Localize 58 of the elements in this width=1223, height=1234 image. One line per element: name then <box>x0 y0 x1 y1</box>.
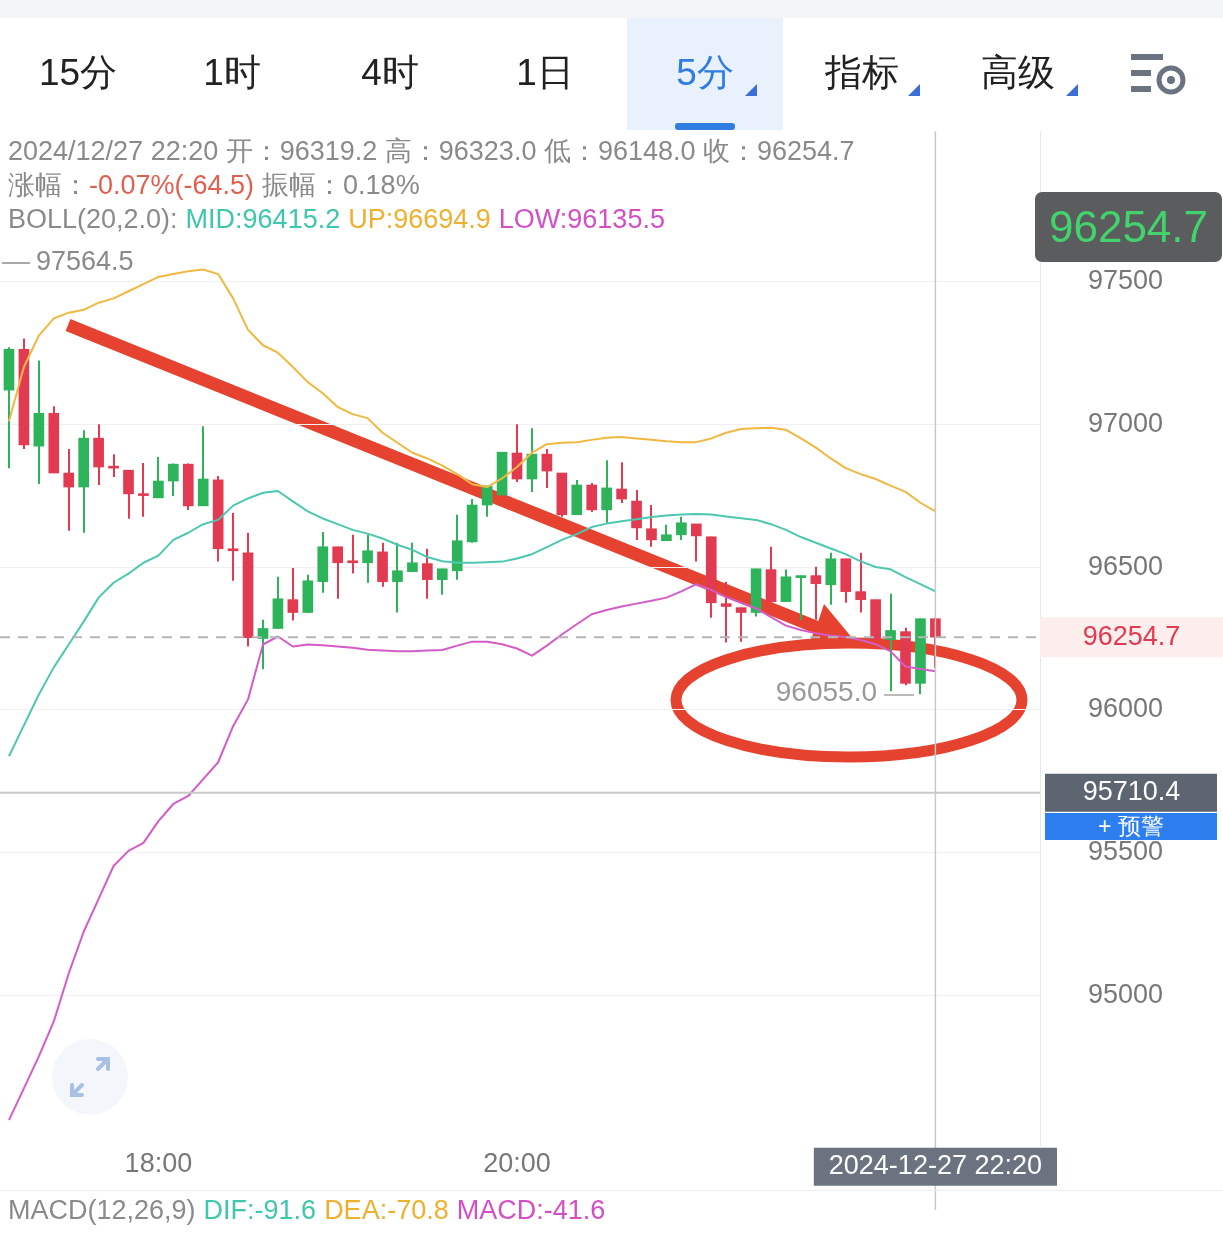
candlestick <box>168 462 179 497</box>
candlestick <box>436 567 448 596</box>
x-tick-label: 20:00 <box>483 1148 551 1179</box>
candlestick <box>422 547 433 600</box>
candlestick <box>690 522 702 563</box>
annotation: BOLL(20,2.0): <box>8 204 178 234</box>
text: 指标 <box>824 51 900 95</box>
candlestick <box>153 456 164 499</box>
candlestick <box>795 574 807 621</box>
candlestick <box>407 541 418 573</box>
candlestick <box>541 448 553 489</box>
text: DIF:-91.6 <box>203 1195 317 1225</box>
y-tick-label: 96500 <box>1088 550 1164 581</box>
y-tick-label: 97500 <box>1088 264 1164 295</box>
candlestick <box>347 533 358 575</box>
y-tick-label: 96000 <box>1088 693 1164 724</box>
text: MACD(12,26,9) <box>8 1195 196 1225</box>
annotation: -0.07%(-64.5) <box>89 170 255 200</box>
candlestick <box>720 580 732 644</box>
ref-line-label: 95710.4 <box>1082 776 1181 807</box>
text: 1时 <box>202 51 262 95</box>
candlestick <box>332 545 344 600</box>
text: MACD:-41.6 <box>456 1195 606 1225</box>
candlestick <box>616 461 627 505</box>
text: 15分 <box>37 51 119 95</box>
x-tick-label: 18:00 <box>124 1148 193 1179</box>
text: + 预警 <box>1045 813 1217 840</box>
annotation: 96055.0 <box>774 676 877 708</box>
annotation: 涨幅： <box>8 170 89 200</box>
candlestick <box>63 448 75 532</box>
candlestick <box>855 551 867 614</box>
ref-line-label: 96254.7 <box>1082 620 1181 651</box>
text: 96254.7 <box>1035 192 1222 262</box>
y-tick-label: 95000 <box>1088 979 1164 1010</box>
candlestick <box>362 533 373 584</box>
candlestick <box>601 459 612 524</box>
y-tick-label: 97000 <box>1088 407 1164 438</box>
candlestick <box>676 515 687 541</box>
candlestick <box>392 541 403 614</box>
candlestick <box>735 606 747 643</box>
candlestick <box>138 462 149 518</box>
text: DEA:-70.8 <box>324 1195 449 1225</box>
text: 高级 <box>980 51 1056 95</box>
annotation: LOW:96135.5 <box>498 204 665 234</box>
candlestick <box>227 512 239 582</box>
text: 1日 <box>515 51 575 95</box>
annotation: UP:96694.9 <box>348 204 491 234</box>
text: 5分 <box>675 51 735 95</box>
candlestick <box>287 566 299 622</box>
candlestick <box>646 504 657 548</box>
annotation: 振幅：0.18% <box>262 170 420 200</box>
candlestick <box>885 592 896 693</box>
candlestick <box>810 565 822 621</box>
ref-line-label: 2024-12-27 22:20 <box>828 1150 1042 1181</box>
annotation: 97564.5 <box>36 246 134 277</box>
annotation: MID:96415.2 <box>185 204 341 234</box>
annotation: 2024/12/27 22:20 开：96319.2 高：96323.0 低：96148.0 收：96254.7 <box>8 136 855 166</box>
text: 4时 <box>360 51 420 95</box>
